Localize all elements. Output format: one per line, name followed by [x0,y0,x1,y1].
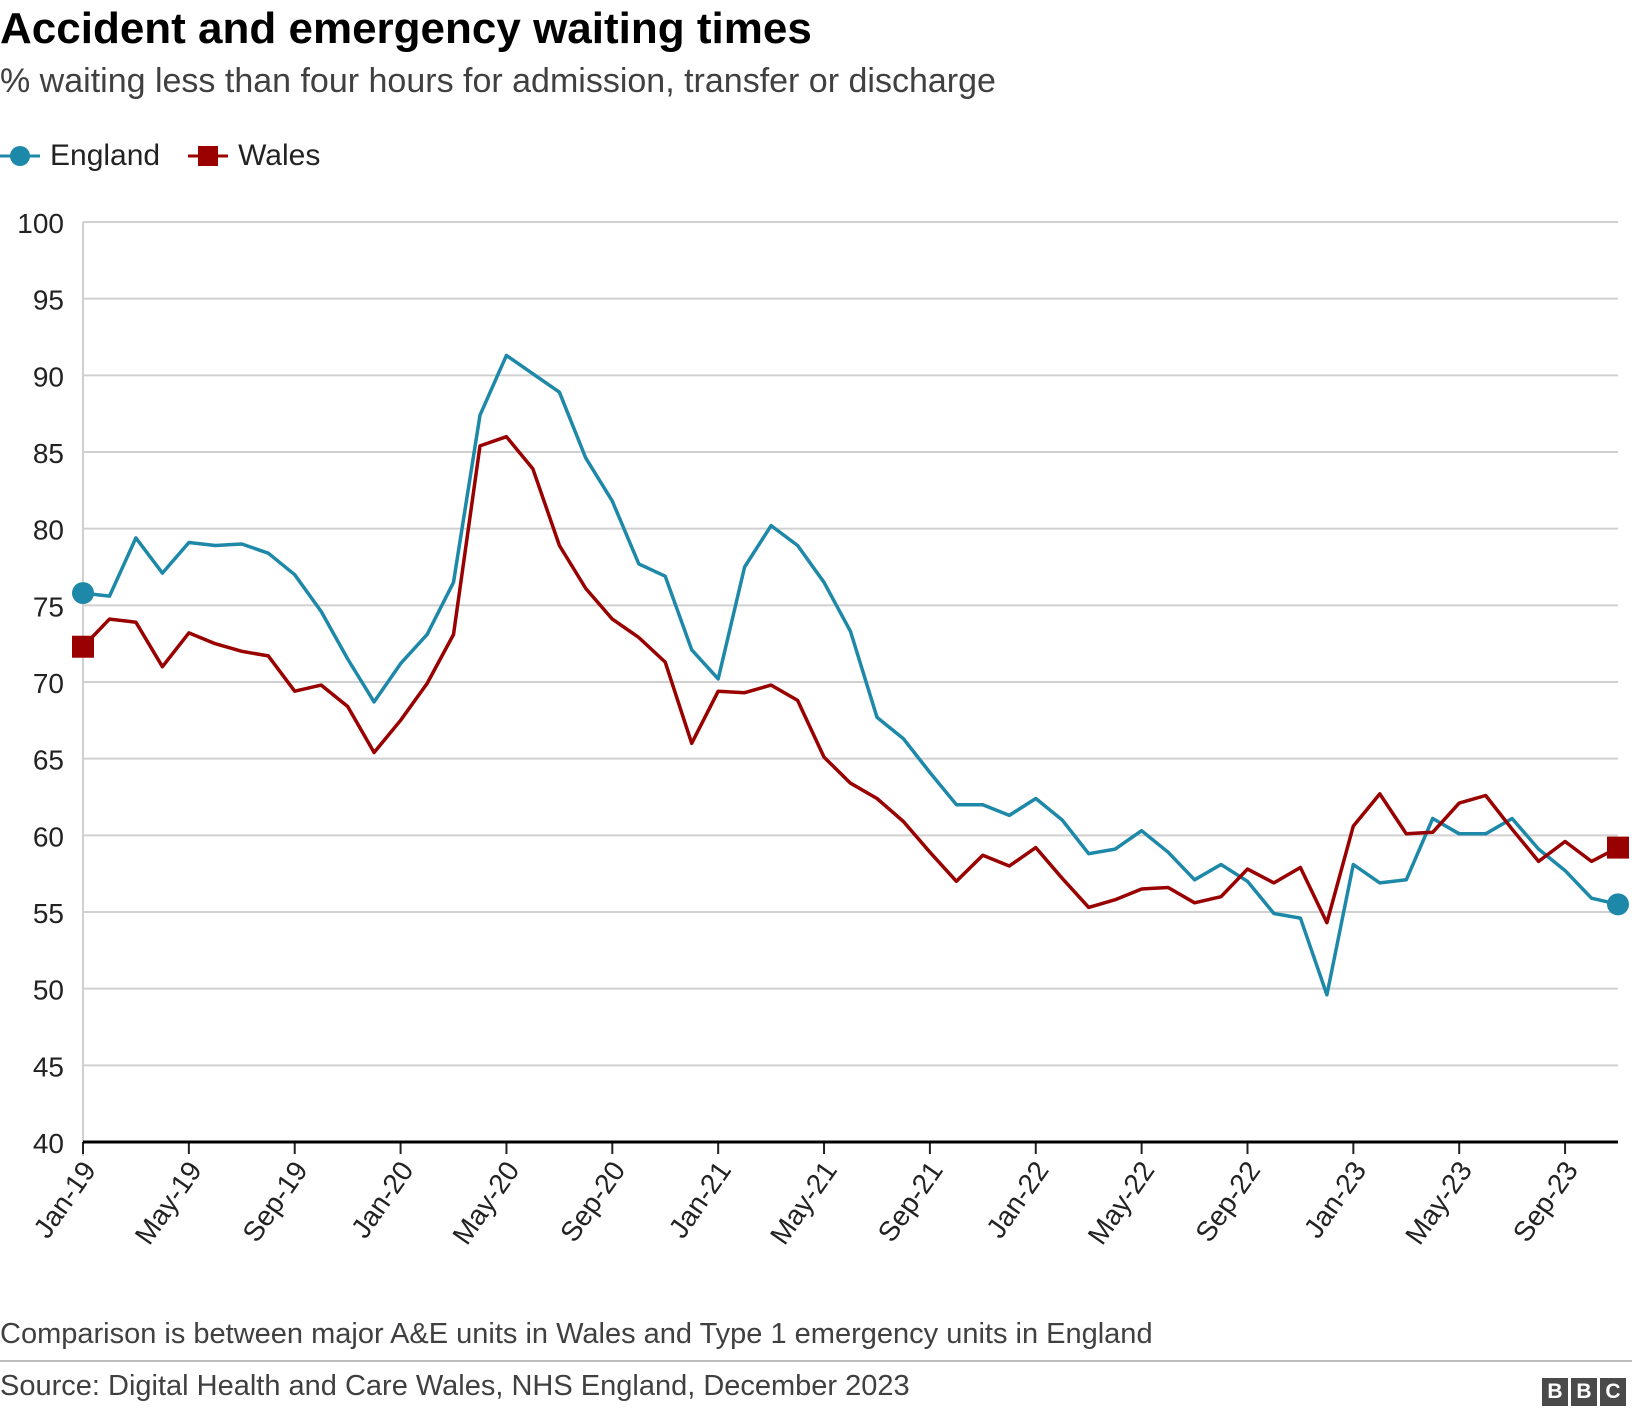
data-point-england [72,582,94,605]
x-tick-label: Sep-20 [554,1156,631,1248]
x-tick-label: Sep-21 [872,1156,949,1248]
x-tick-label: Sep-19 [236,1156,313,1248]
y-tick-label: 70 [33,668,64,699]
legend-item-england: England [0,139,160,173]
y-tick-label: 55 [33,898,64,929]
y-tick-label: 90 [33,361,64,392]
legend-square-marker-icon [188,146,229,166]
bbc-logo: B B C [1542,1378,1626,1406]
series-line-wales [81,434,1619,925]
chart-note: Comparison is between major A&E units in… [0,1318,1153,1350]
x-tick-label: Sep-22 [1189,1156,1266,1248]
x-tick-label: Jan-22 [980,1156,1055,1244]
x-tick-label: Jan-19 [27,1156,102,1244]
y-tick-label: 45 [33,1051,64,1082]
y-tick-label: 50 [33,975,64,1006]
logo-letter: C [1600,1378,1626,1406]
footer-divider [0,1360,1632,1362]
series-line-england [82,353,1619,997]
x-tick-label: May-23 [1399,1156,1478,1250]
data-point-wales [1607,836,1629,859]
logo-letter: B [1542,1378,1568,1406]
legend-label-england: England [50,139,161,172]
y-tick-label: 65 [33,745,64,776]
x-tick-label: Sep-23 [1507,1156,1584,1248]
chart-legend: England Wales [0,136,348,176]
x-tick-label: Jan-21 [663,1156,738,1244]
legend-circle-marker-icon [0,146,40,166]
y-tick-label: 60 [33,821,64,852]
x-tick-label: May-20 [446,1156,525,1250]
chart-subtitle: % waiting less than four hours for admis… [0,62,996,100]
y-tick-label: 40 [33,1128,64,1159]
chart-source: Source: Digital Health and Care Wales, N… [0,1370,910,1402]
chart-title: Accident and emergency waiting times [0,4,812,53]
data-point-england [1607,893,1629,916]
y-tick-label: 75 [33,591,64,622]
legend-label-wales: Wales [238,139,321,172]
x-tick-label: May-19 [129,1156,208,1250]
data-point-wales [72,635,94,658]
logo-letter: B [1571,1378,1597,1406]
y-tick-label: 95 [33,285,64,316]
x-tick-label: Jan-20 [345,1156,420,1244]
y-tick-label: 100 [17,208,64,239]
x-tick-label: May-21 [764,1156,843,1250]
legend-item-wales: Wales [188,139,320,173]
x-tick-label: May-22 [1082,1156,1161,1250]
y-tick-label: 80 [33,515,64,546]
x-tick-label: Jan-23 [1298,1156,1373,1244]
y-tick-label: 85 [33,438,64,469]
